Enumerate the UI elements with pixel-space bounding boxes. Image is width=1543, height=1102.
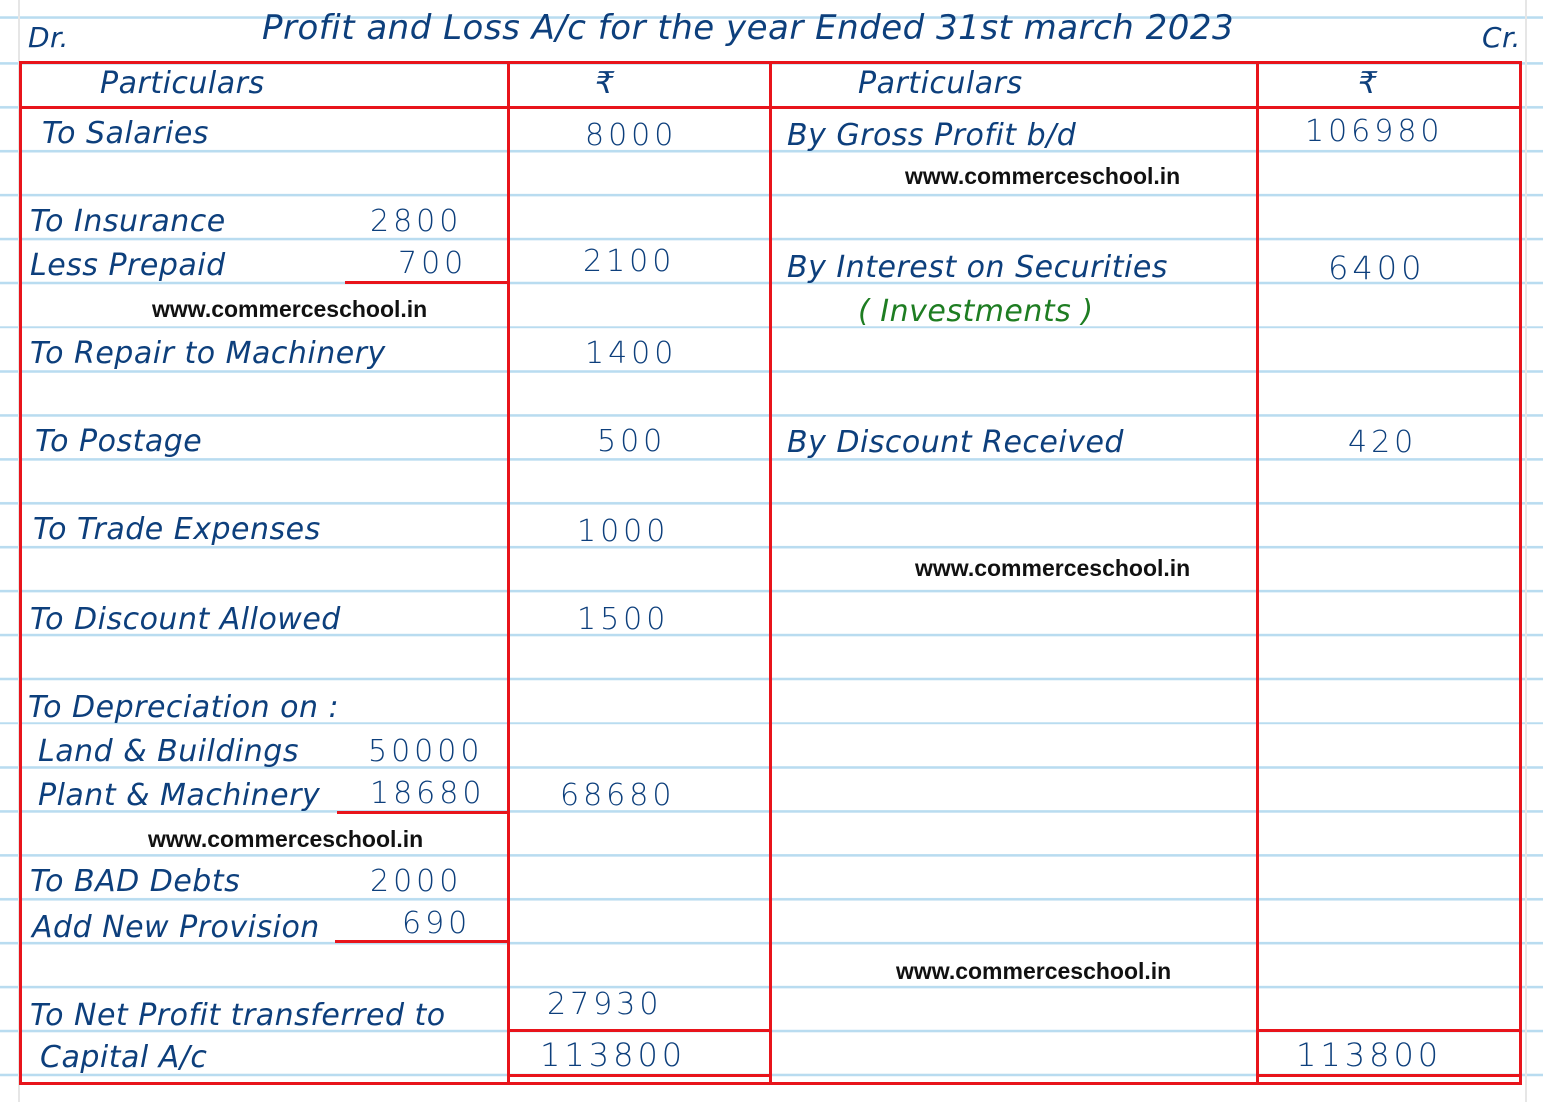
col-left-particulars: Particulars — [100, 66, 265, 101]
page-title: Profit and Loss A/c for the year Ended 3… — [262, 8, 1235, 48]
gross-profit-label: By Gross Profit b/d — [787, 118, 1077, 153]
salaries-amount: 8000 — [585, 118, 678, 153]
postage-amount: 500 — [597, 424, 667, 459]
col-right-amount: ₹ — [1358, 66, 1378, 101]
col-left-amount: ₹ — [595, 66, 615, 101]
prepaid-sub: 700 — [398, 246, 468, 281]
bad-debts-sub: 2000 — [370, 864, 463, 899]
salaries-label: To Salaries — [42, 116, 209, 151]
dr-label: Dr. — [28, 21, 69, 54]
interest-amount: 6400 — [1328, 249, 1426, 287]
plant-sub: 18680 — [370, 776, 486, 811]
watermark: www.commerceschool.in — [905, 163, 1181, 189]
debit-total: 113800 — [540, 1036, 687, 1074]
discount-allowed-label: To Discount Allowed — [30, 602, 341, 637]
land-sub: 50000 — [368, 734, 484, 769]
bad-debts-label: To BAD Debts — [30, 864, 241, 899]
plant-label: Plant & Machinery — [38, 778, 321, 813]
depreciation-amount: 68680 — [560, 778, 676, 813]
col-right-particulars: Particulars — [858, 66, 1023, 101]
new-provision-label: Add New Provision — [32, 910, 320, 945]
net-profit-label: To Net Profit transferred to — [30, 998, 446, 1033]
discount-received-amount: 420 — [1348, 425, 1418, 460]
credit-total: 113800 — [1296, 1036, 1443, 1074]
prepaid-label: Less Prepaid — [30, 248, 226, 283]
watermark: www.commerceschool.in — [152, 296, 428, 322]
insurance-sub: 2800 — [370, 204, 463, 239]
land-label: Land & Buildings — [38, 734, 299, 769]
watermark: www.commerceschool.in — [915, 555, 1191, 581]
new-provision-sub: 690 — [402, 906, 472, 941]
discount-received-label: By Discount Received — [787, 425, 1124, 460]
postage-label: To Postage — [35, 424, 203, 459]
watermark: www.commerceschool.in — [148, 826, 424, 852]
trade-amount: 1000 — [577, 514, 670, 549]
gross-profit-amount: 106980 — [1305, 114, 1444, 149]
trade-label: To Trade Expenses — [33, 512, 321, 547]
repair-label: To Repair to Machinery — [30, 336, 386, 371]
watermark: www.commerceschool.in — [896, 958, 1172, 984]
insurance-label: To Insurance — [30, 204, 226, 239]
net-profit-amount: 27930 — [547, 987, 663, 1022]
cr-label: Cr. — [1482, 21, 1521, 54]
capital-ac-label: Capital A/c — [40, 1040, 208, 1075]
discount-allowed-amount: 1500 — [577, 602, 670, 637]
depreciation-label: To Depreciation on : — [28, 690, 340, 725]
paper-margin-right — [1525, 0, 1527, 1102]
insurance-amount: 2100 — [583, 244, 676, 279]
interest-label: By Interest on Securities — [787, 250, 1168, 285]
interest-note: ( Investments ) — [858, 294, 1094, 329]
repair-amount: 1400 — [585, 336, 678, 371]
